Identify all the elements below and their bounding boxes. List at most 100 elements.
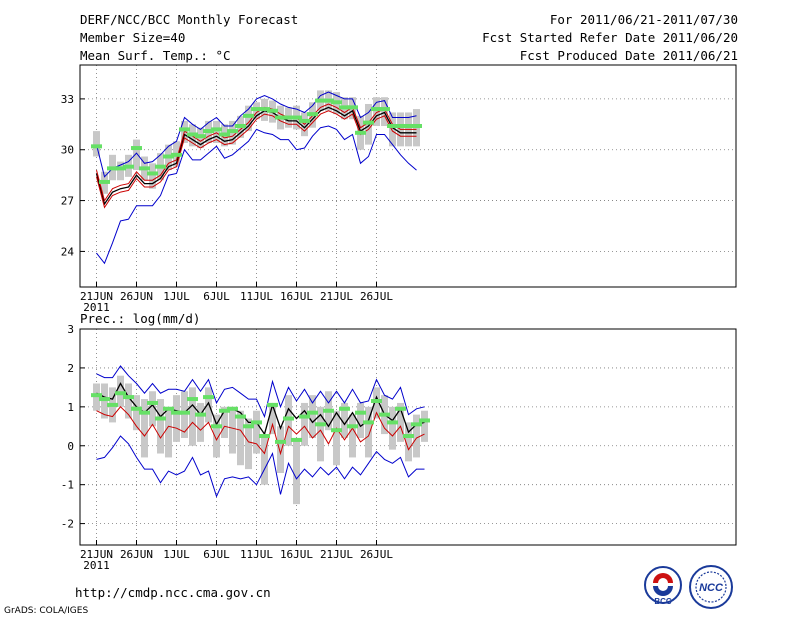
spread-bar	[173, 395, 180, 442]
member-mark	[403, 124, 414, 129]
spread-bar	[213, 414, 220, 458]
spread-bar	[221, 406, 228, 438]
member-mark	[123, 395, 134, 400]
member-mark	[243, 113, 254, 118]
member-mark	[323, 98, 334, 103]
x-tick-label: 21JUL	[320, 548, 353, 561]
member-mark	[283, 115, 294, 120]
member-mark	[219, 408, 230, 413]
spread-bar	[405, 422, 412, 462]
member-mark	[299, 118, 310, 123]
spread-bar	[197, 402, 204, 442]
spread-bar	[149, 163, 156, 189]
x-year-label: 2011	[83, 301, 110, 314]
member-mark	[115, 391, 126, 396]
member-mark	[419, 418, 430, 423]
spread-bar	[293, 437, 300, 505]
series-lower-member	[96, 406, 425, 456]
member-mark	[211, 424, 222, 429]
member-mark	[387, 124, 398, 129]
x-tick-label: 21JUN	[80, 548, 113, 561]
member-mark	[179, 127, 190, 132]
x-tick-label: 26JUL	[360, 290, 393, 303]
x-tick-label: 1JUL	[163, 290, 190, 303]
spread-bar	[245, 105, 252, 132]
member-mark	[315, 422, 326, 427]
member-mark	[147, 171, 158, 176]
member-mark	[139, 410, 150, 415]
x-tick-label: 21JUN	[80, 290, 113, 303]
member-mark	[243, 424, 254, 429]
member-mark	[275, 439, 286, 444]
x-tick-label: 16JUL	[280, 548, 313, 561]
spread-bar	[157, 399, 164, 454]
member-mark	[107, 402, 118, 407]
member-mark	[355, 130, 366, 135]
member-mark	[163, 154, 174, 159]
member-mark	[275, 115, 286, 120]
member-mark	[307, 112, 318, 117]
y-tick-label: 24	[61, 245, 75, 258]
forecast-start-date: Fcst Started Refer Date 2011/06/20	[482, 30, 738, 45]
member-mark	[171, 152, 182, 157]
x-tick-label: 6JUL	[203, 548, 230, 561]
member-mark	[267, 108, 278, 113]
spread-bar	[269, 402, 276, 435]
chart-title: DERF/NCC/BCC Monthly Forecast	[80, 12, 299, 27]
series-maximum	[96, 91, 417, 178]
y-tick-label: 33	[61, 93, 74, 106]
series-minimum	[96, 125, 417, 265]
member-mark	[259, 107, 270, 112]
ncc-logo: NCC	[689, 565, 733, 609]
member-mark	[115, 166, 126, 171]
spread-bar	[365, 406, 372, 458]
member-mark	[147, 400, 158, 405]
member-mark	[99, 179, 110, 184]
member-mark	[267, 402, 278, 407]
source-url[interactable]: http://cmdp.ncc.cma.gov.cn	[75, 585, 271, 600]
member-mark	[227, 406, 238, 411]
x-tick-label: 6JUL	[203, 290, 230, 303]
member-mark	[347, 424, 358, 429]
member-mark	[163, 406, 174, 411]
forecast-produced-date: Fcst Produced Date 2011/06/21	[519, 48, 738, 63]
x-tick-label: 16JUL	[280, 290, 313, 303]
x-tick-label: 21JUL	[320, 290, 353, 303]
member-mark	[355, 410, 366, 415]
spread-bar	[149, 391, 156, 427]
spread-bar	[421, 410, 428, 442]
spread-bar	[277, 426, 284, 473]
member-mark	[387, 420, 398, 425]
member-mark	[371, 107, 382, 112]
spread-bar	[245, 418, 252, 470]
spread-bar	[413, 414, 420, 458]
spread-bar	[253, 410, 260, 454]
spread-bar	[341, 402, 348, 438]
panel-1: 24 27 30 33 21JUN 26JUN 1JUL 6JUL 11JUL 16JUL 21JU…	[61, 64, 737, 314]
member-mark	[203, 395, 214, 400]
bcc-logo: BCC	[644, 566, 682, 606]
member-mark	[403, 434, 414, 439]
spread-bar	[205, 387, 212, 423]
y-tick-label: 0	[67, 440, 74, 453]
member-mark	[99, 397, 110, 402]
member-mark	[131, 146, 142, 151]
member-mark	[339, 105, 350, 110]
member-mark	[347, 105, 358, 110]
member-mark	[195, 134, 206, 139]
x-tick-label: 26JUL	[360, 548, 393, 561]
y-tick-label: -2	[61, 518, 74, 531]
member-mark	[291, 115, 302, 120]
spread-bar	[373, 97, 380, 127]
member-mark	[195, 412, 206, 417]
member-mark	[363, 120, 374, 125]
spread-bar	[189, 387, 196, 446]
member-mark	[251, 420, 262, 425]
x-tick-label: 1JUL	[163, 548, 190, 561]
member-mark	[107, 166, 118, 171]
spread-bar	[357, 402, 364, 438]
x-year-label: 2011	[83, 559, 110, 572]
spread-bar	[301, 402, 308, 446]
member-mark	[379, 107, 390, 112]
